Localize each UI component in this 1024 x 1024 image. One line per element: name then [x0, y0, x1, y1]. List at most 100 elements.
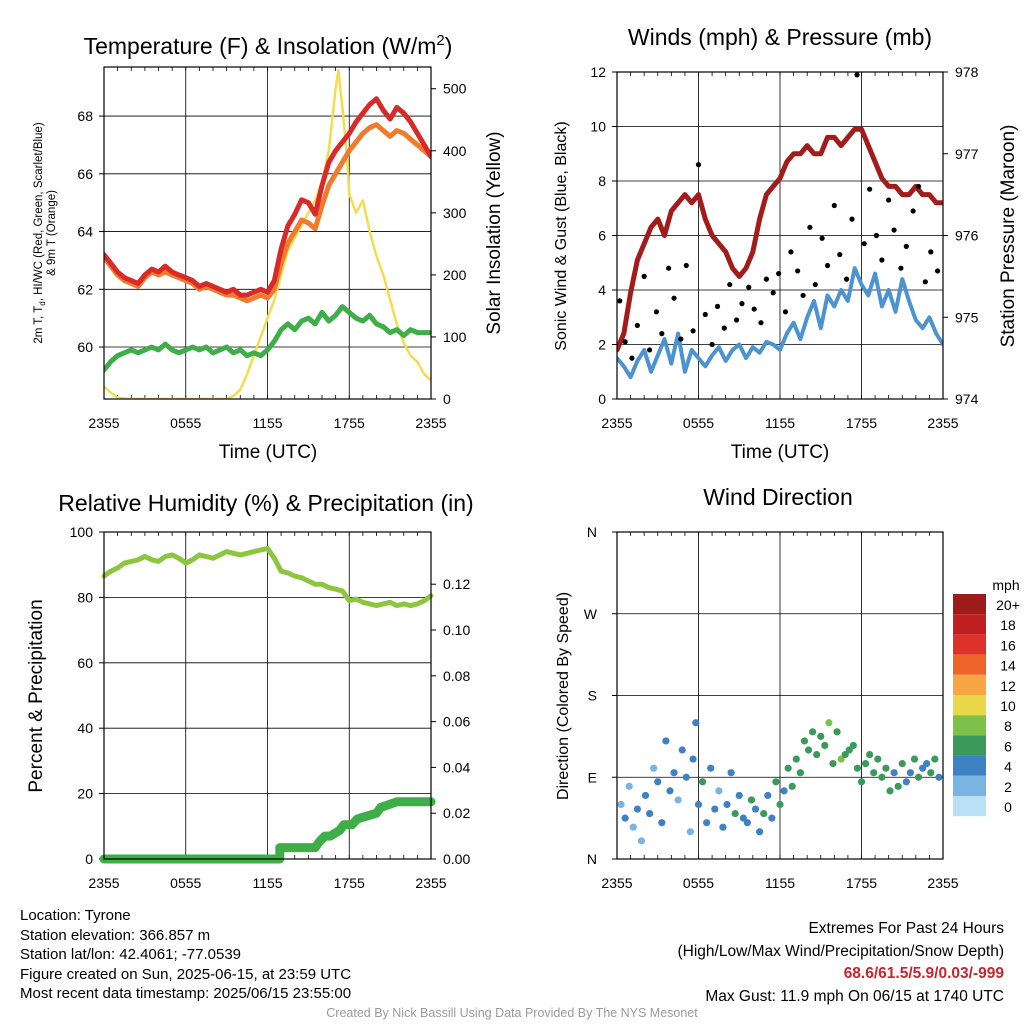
gust-point: [733, 317, 740, 323]
direction-point: [715, 787, 723, 795]
extremes-values: 68.6/61.5/5.9/0.03/-999: [843, 965, 1004, 982]
station-elevation: Station elevation: 366.857 m: [20, 926, 211, 944]
extremes-panel: Extremes For Past 24 Hours (High/Low/Max…: [678, 918, 1005, 1008]
direction-point: [743, 819, 752, 827]
gust-point: [671, 295, 677, 301]
direction-point: [784, 764, 792, 772]
direction-point: [817, 732, 825, 740]
y2-tick-label: 0: [443, 391, 451, 407]
x-tick-label: 1155: [252, 875, 282, 891]
y-tick-label: 4: [598, 282, 606, 298]
gust-point: [634, 322, 640, 329]
y2-tick-label: 975: [955, 309, 979, 325]
y-tick-label: 60: [77, 339, 93, 355]
y2-tick-label: 0.08: [443, 668, 470, 684]
gust-point: [666, 265, 672, 271]
y-tick-label: 8: [598, 173, 606, 189]
direction-point: [829, 760, 837, 768]
direction-point: [658, 819, 666, 827]
chart-title-close: ): [445, 33, 453, 59]
direction-point: [923, 760, 931, 768]
direction-point: [646, 809, 654, 818]
x-tick-label: 2355: [415, 415, 446, 431]
direction-point: [821, 741, 829, 750]
station-info: Location: Tyrone Station elevation: 366.…: [20, 906, 351, 1004]
gust-point: [915, 183, 922, 190]
chart-title: Temperature (F) & Insolation (W/m2): [84, 32, 453, 59]
direction-point: [857, 778, 866, 786]
x-tick-label: 2355: [927, 415, 958, 431]
direction-point: [692, 719, 700, 727]
direction-point: [670, 769, 678, 777]
gust-point: [702, 311, 708, 318]
y-tick-label: 0: [85, 851, 93, 867]
plot-frame: [616, 531, 944, 860]
figure-created: Figure created on Sun, 2025-06-15, at 23…: [20, 965, 352, 983]
y2-tick-label: 0.06: [443, 714, 470, 730]
gust-point: [903, 243, 909, 249]
series-dewpoint-line: [104, 304, 431, 373]
colorbar-label: 8: [1004, 718, 1012, 734]
direction-point: [935, 773, 943, 781]
gust-point: [807, 224, 813, 230]
temperature-chart: 2355 0555 1155 1755 2355 60 62 64 66 68 0 100 200 300…: [33, 32, 505, 463]
y2-tick-label: 400: [443, 143, 467, 159]
gust-point: [795, 268, 801, 274]
gust-point: [922, 279, 928, 285]
gust-point: [831, 202, 837, 209]
y-tick-label: 12: [590, 64, 606, 80]
gust-point: [695, 162, 702, 168]
gust-point: [714, 303, 721, 309]
y-tick-label: S: [588, 688, 597, 704]
x-tick-label: 0555: [170, 875, 201, 891]
direction-point: [654, 778, 662, 786]
gust-point: [867, 186, 873, 192]
gust-point: [886, 197, 892, 203]
humidity-series-group: [99, 545, 436, 864]
direction-point: [629, 823, 637, 831]
y-tick-label: 0: [598, 391, 606, 407]
y-tick-label: N: [587, 524, 597, 540]
direction-point: [853, 764, 862, 772]
direction-point: [689, 755, 697, 763]
direction-point: [707, 764, 715, 772]
y-axis-label: 2m T, Td, HI/WC (Red, Green, Scarlet/Blu…: [33, 122, 58, 343]
y2-tick-label: 976: [955, 228, 979, 244]
x-tick-label: 1755: [846, 415, 877, 431]
x-tick-label: 2355: [88, 415, 119, 431]
gust-point: [879, 257, 885, 263]
x-tick-label: 0555: [683, 875, 714, 891]
x-tick-label: 2355: [927, 875, 958, 891]
chart-title: Relative Humidity (%) & Precipitation (i…: [58, 490, 473, 516]
y-tick-label: 60: [77, 655, 93, 671]
y-tick-label: 64: [77, 224, 93, 240]
series-relative-humidity-line: [101, 545, 434, 609]
colorbar-label: 16: [1000, 637, 1016, 653]
direction-point: [886, 787, 894, 795]
y-tick-label: 2: [598, 337, 606, 353]
max-gust: Max Gust: 11.9 mph On 06/15 at 1740 UTC: [705, 987, 1004, 1005]
y2-tick-label: 0.04: [443, 759, 470, 775]
direction-point: [731, 809, 739, 818]
y2-tick-label: 100: [443, 329, 467, 345]
colorbar-label: 4: [1004, 759, 1012, 775]
colorbar-label: 18: [1000, 617, 1016, 633]
series-9m-temperature-line: [104, 122, 431, 304]
direction-point: [898, 760, 906, 768]
colorbar-swatch: [953, 654, 986, 675]
colorbar-swatch: [953, 796, 986, 817]
gust-point: [898, 265, 904, 271]
y2-tick-label: 0.02: [443, 805, 470, 821]
x-tick-label: 1155: [765, 415, 795, 431]
direction-point: [641, 791, 650, 800]
direction-point: [711, 805, 719, 813]
gust-point: [641, 273, 647, 279]
colorbar-swatch: [953, 695, 986, 716]
gust-point: [873, 232, 880, 239]
x-tick-label: 1155: [765, 875, 795, 891]
direction-point: [833, 728, 841, 736]
colorbar-swatch: [953, 735, 986, 756]
gust-point: [891, 227, 897, 233]
y-tick-label: 6: [598, 228, 606, 244]
